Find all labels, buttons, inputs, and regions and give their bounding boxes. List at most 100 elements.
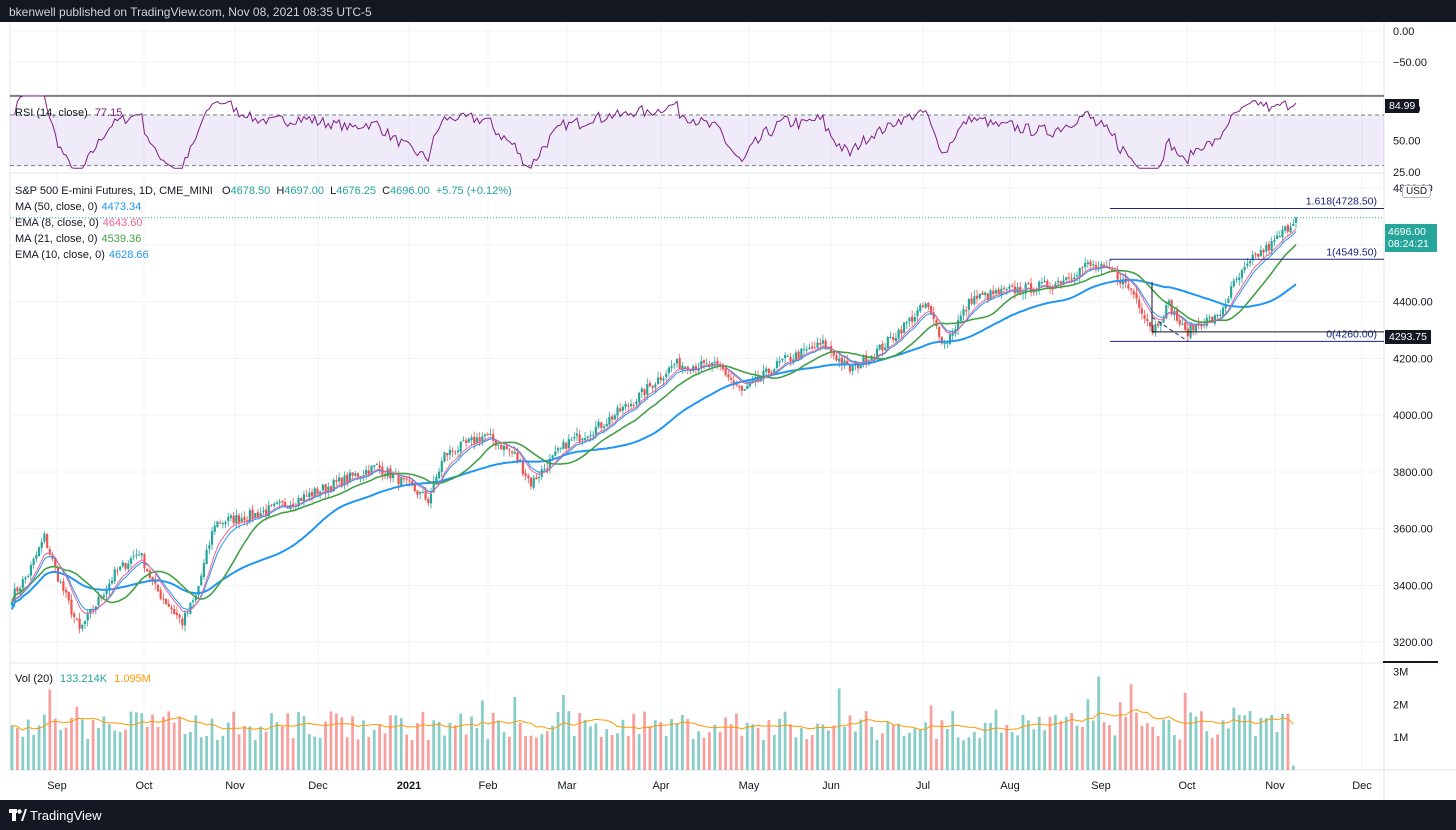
candle-body	[797, 351, 800, 359]
volume-bar	[643, 711, 646, 770]
candle-body	[367, 470, 370, 475]
volume-bar	[913, 728, 917, 770]
candle-body	[378, 465, 381, 468]
candle-body	[978, 293, 981, 299]
candle-body	[619, 408, 622, 412]
volume-bar	[183, 734, 187, 770]
indicator-ema8-legend[interactable]: EMA (8, close, 0) 4643.60	[15, 217, 143, 229]
indicator-ema10-legend[interactable]: EMA (10, close, 0) 4628.66	[15, 249, 149, 261]
volume-bar	[1254, 736, 1257, 770]
candle-body	[1221, 307, 1225, 316]
indicator-ma50-legend[interactable]: MA (50, close, 0) 4473.34	[15, 201, 142, 213]
candle-body	[946, 342, 949, 344]
candle-body	[1019, 286, 1022, 293]
candle-body	[840, 357, 843, 366]
indicator-ma21-legend[interactable]: MA (21, close, 0) 4539.36	[15, 233, 142, 245]
candle-body	[108, 583, 111, 590]
time-label-3: Dec	[308, 780, 328, 792]
volume-bar	[935, 739, 938, 770]
candle-body	[738, 386, 741, 388]
volume-bar	[291, 738, 295, 770]
time-label-9: Jun	[822, 780, 840, 792]
candle-body	[440, 461, 443, 472]
volume-bar	[91, 719, 95, 770]
candle-body	[256, 512, 260, 518]
candle-body	[1262, 249, 1265, 253]
candle-body	[1254, 253, 1257, 255]
candle-body	[1162, 318, 1165, 323]
candle-body	[648, 383, 652, 387]
candle-body	[1246, 263, 1249, 266]
volume-bar	[702, 737, 706, 770]
candle-body	[227, 516, 230, 522]
candle-body	[1167, 300, 1171, 305]
candle-body	[351, 472, 354, 476]
candle-body	[302, 494, 306, 502]
candle-body	[762, 370, 765, 378]
candle-body	[54, 558, 57, 567]
candle-body	[340, 477, 343, 487]
candle-body	[370, 465, 373, 475]
low-value: 4676.25	[336, 185, 376, 197]
candle-body	[43, 533, 46, 542]
candle-body	[1219, 314, 1222, 316]
candle-body	[554, 451, 557, 456]
candle-body	[886, 336, 889, 349]
candle-body	[992, 290, 995, 295]
candle-body	[448, 449, 452, 455]
candle-body	[1194, 323, 1198, 332]
candle-body	[162, 598, 165, 600]
volume-bar	[437, 721, 441, 770]
rsi-line	[14, 95, 1297, 169]
candle-body	[624, 403, 627, 407]
currency-badge[interactable]: USD	[1402, 185, 1432, 198]
price-legend[interactable]: S&P 500 E-mini Futures, 1D, CME_MINI O46…	[15, 185, 512, 197]
rsi-legend[interactable]: RSI (14, close) 77.15	[15, 107, 122, 119]
candle-body	[908, 317, 911, 322]
candle-body	[337, 477, 341, 482]
candle-body	[183, 612, 187, 626]
candle-body	[432, 480, 435, 493]
volume-bar	[480, 700, 484, 770]
volume-bar	[1021, 715, 1025, 770]
volume-bar	[594, 723, 598, 770]
candle-body	[86, 613, 89, 621]
volume-bar	[1178, 739, 1182, 770]
candle-body	[773, 369, 776, 374]
volume-bar	[724, 717, 728, 770]
volume-bar	[989, 723, 992, 770]
candle-body	[343, 475, 346, 485]
symbol-label: S&P 500 E-mini Futures, 1D, CME_MINI	[15, 185, 213, 197]
candle-body	[935, 319, 938, 327]
volume-bar	[610, 735, 614, 770]
candle-body	[97, 596, 100, 606]
candle-body	[416, 490, 419, 495]
volume-bar	[513, 696, 517, 770]
candle-body	[40, 541, 43, 548]
candle-body	[267, 505, 270, 516]
candle-body	[308, 492, 311, 497]
volume-bar	[64, 727, 68, 770]
volume-bar	[864, 711, 868, 770]
candle-body	[951, 333, 954, 336]
volume-bar	[486, 739, 490, 770]
volume-bar	[21, 736, 25, 770]
volume-bar	[134, 712, 138, 770]
candle-body	[286, 507, 289, 509]
candle-body	[29, 565, 33, 576]
rsi-tick-1: 50.00	[1393, 135, 1421, 147]
candle-body	[19, 588, 22, 592]
volume-bar	[686, 718, 690, 770]
volume-bar	[794, 737, 798, 770]
candle-body	[313, 488, 316, 498]
volume-legend[interactable]: Vol (20) 133.214K 1.095M	[15, 673, 151, 685]
volume-bar	[389, 715, 392, 770]
volume-bar	[470, 716, 473, 770]
candle-body	[1078, 267, 1081, 277]
candle-body	[802, 348, 806, 350]
chart-canvas[interactable]: 0.00−50.0075.0050.0025.004800.004600.004…	[0, 22, 1456, 800]
candle-body	[1005, 289, 1008, 291]
volume-bar	[1156, 735, 1160, 770]
tradingview-logo[interactable]: TradingView	[9, 808, 109, 824]
candle-body	[943, 343, 946, 345]
